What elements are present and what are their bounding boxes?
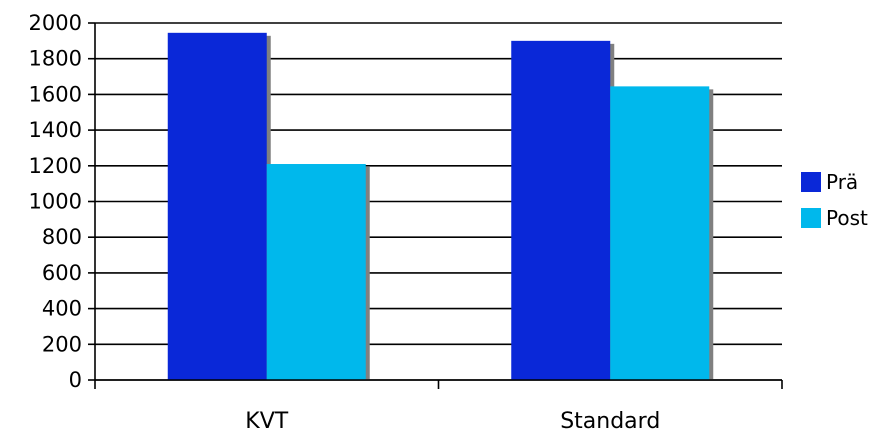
y-tick-label: 400: [42, 297, 82, 321]
legend-swatch: [801, 208, 821, 228]
axis-layer: 0 200 400 600 800 1000 1200 1400 1600 1800 2000 KVT…: [29, 11, 783, 434]
x-tick-label: KVT: [245, 409, 288, 434]
y-tick-label: 1000: [29, 190, 82, 214]
legend: Prä Post: [801, 170, 868, 230]
bar-layer: [167, 32, 714, 381]
y-tick-label: 1600: [29, 82, 82, 106]
bar-pr-kvt: [167, 32, 267, 380]
legend-label: Post: [826, 206, 868, 230]
y-tick-label: 1800: [29, 47, 82, 71]
y-tick-label: 600: [42, 261, 82, 285]
y-tick-label: 0: [69, 368, 82, 392]
y-tick-label: 200: [42, 332, 82, 356]
x-tick-label: Standard: [560, 409, 660, 434]
bar-pr-standard: [511, 40, 611, 380]
y-tick-label: 1400: [29, 118, 82, 142]
bar-post-standard: [610, 86, 710, 381]
y-tick-label: 2000: [29, 11, 82, 35]
legend-swatch: [801, 172, 821, 192]
legend-label: Prä: [826, 170, 858, 194]
y-tick-label: 1200: [29, 154, 82, 178]
bar-post-kvt: [266, 164, 366, 380]
y-tick-label: 800: [42, 225, 82, 249]
